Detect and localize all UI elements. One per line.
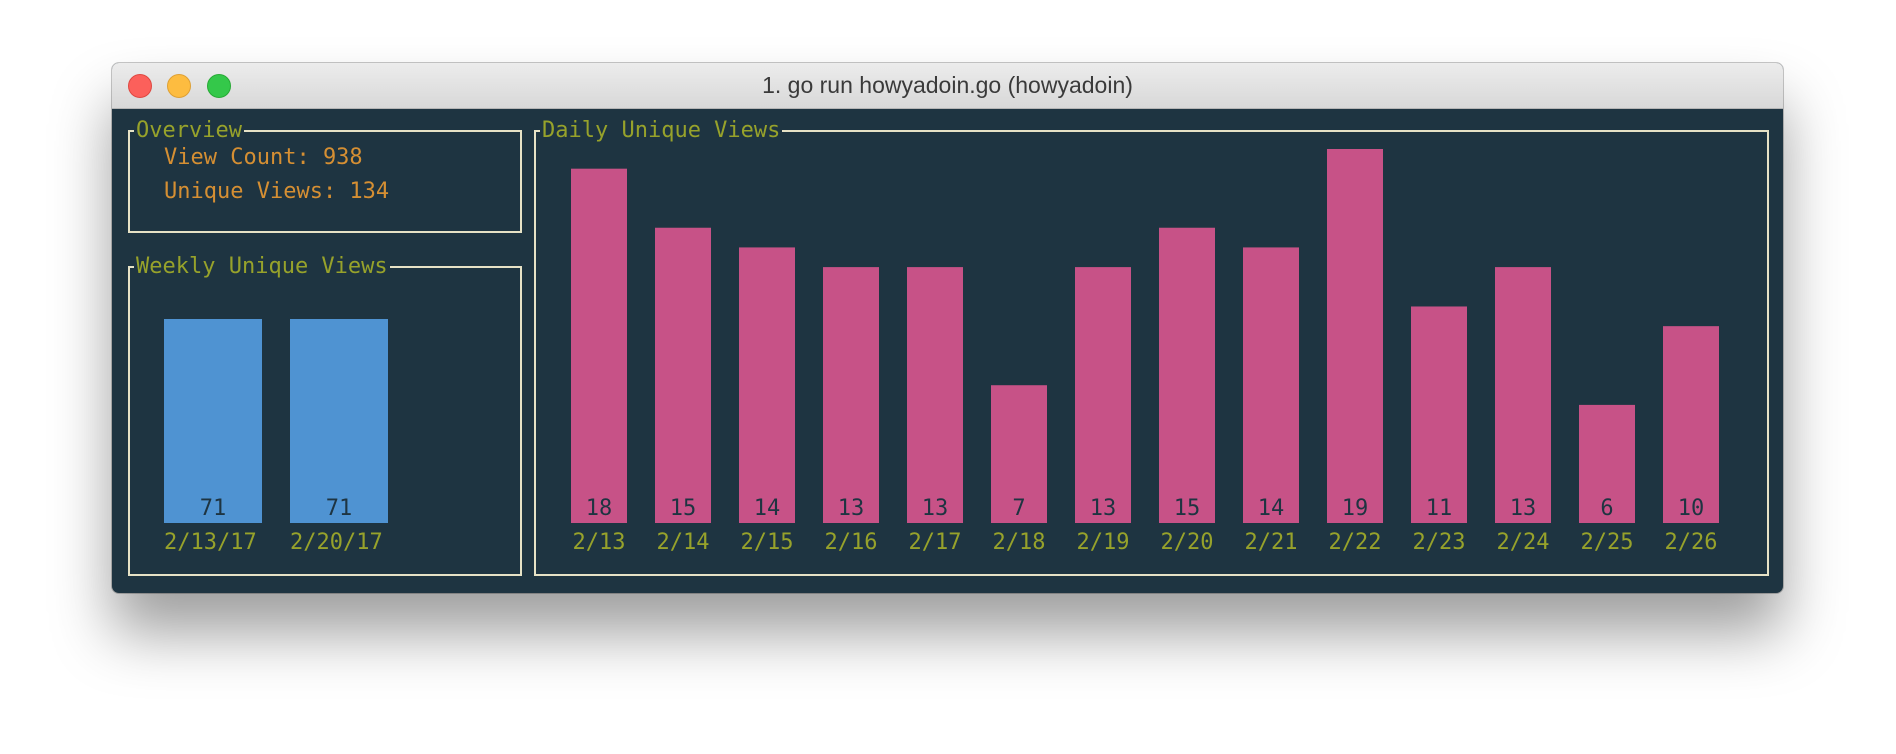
daily-bar xyxy=(1495,267,1551,523)
daily-bar-value-label: 14 xyxy=(754,496,781,521)
window-title: 1. go run howyadoin.go (howyadoin) xyxy=(762,72,1133,98)
daily-bar-value-label: 6 xyxy=(1600,496,1613,521)
close-window-button[interactable] xyxy=(128,74,152,98)
daily-unique-views-panel: Daily Unique Views 18 2/13 15 2/14 14 2/15 13 2… xyxy=(534,117,1769,576)
daily-bar-chart: 18 2/13 15 2/14 14 2/15 13 2/16 13 2/17 7 2/18 13 2/1… xyxy=(571,149,1719,555)
daily-bar-value-label: 13 xyxy=(1090,496,1117,521)
weekly-bar xyxy=(164,319,262,523)
weekly-bar-value-label: 71 xyxy=(326,496,353,521)
daily-bar-value-label: 13 xyxy=(1510,496,1537,521)
daily-bar xyxy=(1411,306,1467,523)
daily-category-label: 2/13 xyxy=(573,530,626,555)
maximize-window-button[interactable] xyxy=(207,74,231,98)
daily-bar-value-label: 13 xyxy=(838,496,865,521)
daily-bar xyxy=(823,267,879,523)
daily-bar xyxy=(907,267,963,523)
daily-category-label: 2/15 xyxy=(741,530,794,555)
daily-bar-value-label: 7 xyxy=(1012,496,1025,521)
daily-panel-title: Daily Unique Views xyxy=(540,117,783,145)
daily-bar xyxy=(1579,404,1635,523)
terminal-window: 1. go run howyadoin.go (howyadoin) Overv… xyxy=(112,63,1783,593)
daily-bar xyxy=(991,385,1047,523)
title-bar: 1. go run howyadoin.go (howyadoin) xyxy=(112,63,1783,109)
daily-category-label: 2/24 xyxy=(1497,530,1550,555)
daily-category-label: 2/17 xyxy=(909,530,962,555)
weekly-category-label: 2/13/17 xyxy=(164,530,257,555)
minimize-window-button[interactable] xyxy=(167,74,191,98)
weekly-bar-value-label: 71 xyxy=(200,496,227,521)
daily-bar-value-label: 18 xyxy=(586,496,613,521)
daily-category-label: 2/23 xyxy=(1413,530,1466,555)
weekly-category-label: 2/20/17 xyxy=(290,530,383,555)
daily-bar xyxy=(571,168,627,523)
overview-panel-title: Overview xyxy=(134,117,244,145)
weekly-bar xyxy=(290,319,388,523)
daily-category-label: 2/22 xyxy=(1329,530,1382,555)
daily-category-label: 2/16 xyxy=(825,530,878,555)
daily-category-label: 2/14 xyxy=(657,530,710,555)
daily-bar xyxy=(1663,326,1719,523)
overview-panel: Overview View Count: 938 Unique Views: 1… xyxy=(128,117,522,233)
daily-bar xyxy=(1243,247,1299,523)
daily-bar xyxy=(739,247,795,523)
daily-bar xyxy=(1327,149,1383,523)
daily-bar-value-label: 15 xyxy=(670,496,697,521)
weekly-unique-views-panel: Weekly Unique Views 71 2/13/17 71 2/20/17 xyxy=(128,253,522,576)
daily-bar-value-label: 15 xyxy=(1174,496,1201,521)
daily-category-label: 2/20 xyxy=(1161,530,1214,555)
daily-category-label: 2/21 xyxy=(1245,530,1298,555)
daily-category-label: 2/25 xyxy=(1581,530,1634,555)
weekly-panel-title: Weekly Unique Views xyxy=(134,253,390,281)
weekly-bar-chart: 71 2/13/17 71 2/20/17 xyxy=(164,319,388,555)
view-count-text: View Count: 938 xyxy=(164,145,363,170)
daily-category-label: 2/18 xyxy=(993,530,1046,555)
daily-bar-value-label: 19 xyxy=(1342,496,1369,521)
daily-bar-value-label: 14 xyxy=(1258,496,1285,521)
daily-category-label: 2/19 xyxy=(1077,530,1130,555)
daily-category-label: 2/26 xyxy=(1665,530,1718,555)
daily-bar xyxy=(655,227,711,523)
daily-bar-value-label: 11 xyxy=(1426,496,1453,521)
daily-bar-value-label: 13 xyxy=(922,496,949,521)
daily-bar xyxy=(1159,227,1215,523)
daily-bar-value-label: 10 xyxy=(1678,496,1705,521)
unique-views-text: Unique Views: 134 xyxy=(164,179,390,204)
daily-bar xyxy=(1075,267,1131,523)
